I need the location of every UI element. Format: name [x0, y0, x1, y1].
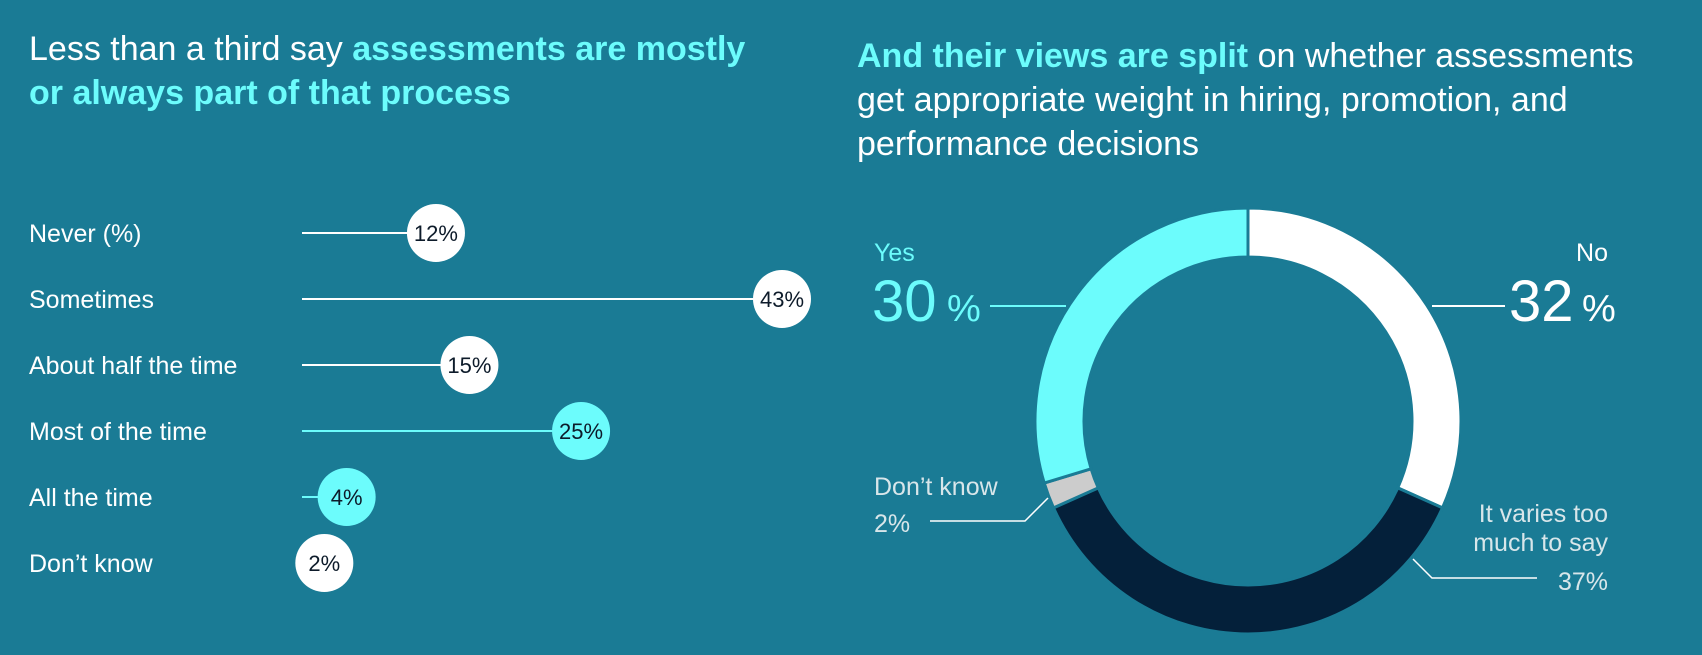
slice-yes: [1033, 206, 1250, 485]
category-label: Never (%): [29, 220, 142, 248]
category-label: Don’t know: [29, 550, 154, 578]
leader-line-varies: [1412, 558, 1537, 579]
leader-line-dont-know: [930, 497, 1049, 522]
category-label: About half the time: [29, 352, 237, 380]
value-bubble: [753, 270, 811, 328]
value-bubble: [440, 336, 499, 394]
right-title-plain: on whether assessments get appropriate w…: [857, 37, 1634, 163]
value-bubble: [295, 534, 354, 592]
category-label: All the time: [29, 484, 153, 512]
category-label: Most of the time: [29, 418, 207, 446]
pct-sign-no: %: [1582, 288, 1616, 330]
value-label: 43%: [760, 287, 804, 312]
value-dont-know: 2%: [874, 510, 910, 538]
frequency-lollipop-chart: Never (%) 12% Sometimes 43% About half the t…: [29, 204, 811, 592]
value-label: 25%: [559, 419, 603, 444]
value-label: 12%: [414, 221, 458, 246]
slice-no: [1246, 206, 1463, 510]
label-dont-know: Don’t know: [874, 473, 999, 501]
value-yes: 30: [872, 269, 937, 334]
value-label: 15%: [447, 353, 491, 378]
label-no: No: [1576, 239, 1608, 267]
left-title-highlight: assessments are mostly or always part of…: [29, 30, 746, 112]
right-title-highlight: And their views are split: [857, 37, 1249, 75]
value-no: 32: [1509, 269, 1574, 334]
value-bubble: [552, 402, 611, 460]
left-panel-title: Less than a third say assessments are mo…: [29, 27, 749, 115]
right-panel-title: And their views are split on whether ass…: [857, 34, 1677, 166]
value-bubble: [406, 204, 465, 262]
pct-sign-yes: %: [947, 288, 981, 330]
label-varies: It varies too much to say: [1473, 500, 1608, 557]
label-yes: Yes: [874, 239, 915, 267]
left-title-plain: Less than a third say: [29, 30, 353, 68]
value-bubble: [317, 468, 376, 526]
value-label: 4%: [331, 485, 363, 510]
value-label: 2%: [308, 551, 340, 576]
value-varies: 37%: [1558, 568, 1608, 596]
slice-varies: [1051, 485, 1445, 636]
category-label: Sometimes: [29, 286, 154, 314]
